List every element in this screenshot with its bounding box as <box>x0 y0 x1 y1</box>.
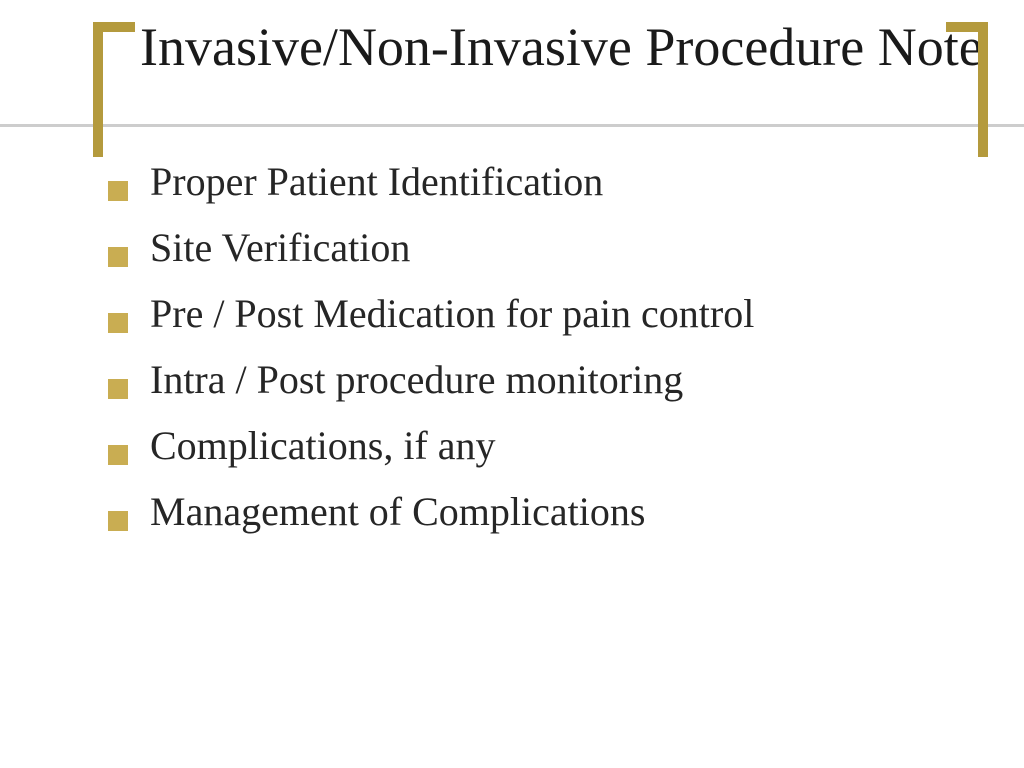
bullet-list: Proper Patient Identification Site Verif… <box>108 158 1024 536</box>
list-item-text: Site Verification <box>150 224 410 272</box>
slide-title: Invasive/Non-Invasive Procedure Note <box>140 18 1024 76</box>
square-bullet-icon <box>108 313 128 333</box>
list-item-text: Proper Patient Identification <box>150 158 603 206</box>
square-bullet-icon <box>108 511 128 531</box>
list-item: Site Verification <box>108 224 1024 272</box>
list-item-text: Intra / Post procedure monitoring <box>150 356 683 404</box>
list-item: Complications, if any <box>108 422 1024 470</box>
slide-body: Proper Patient Identification Site Verif… <box>0 110 1024 536</box>
list-item-text: Complications, if any <box>150 422 496 470</box>
square-bullet-icon <box>108 445 128 465</box>
list-item: Proper Patient Identification <box>108 158 1024 206</box>
square-bullet-icon <box>108 379 128 399</box>
horizontal-divider <box>0 124 1024 127</box>
list-item: Intra / Post procedure monitoring <box>108 356 1024 404</box>
square-bullet-icon <box>108 181 128 201</box>
list-item: Pre / Post Medication for pain control <box>108 290 1024 338</box>
square-bullet-icon <box>108 247 128 267</box>
list-item-text: Management of Complications <box>150 488 645 536</box>
list-item: Management of Complications <box>108 488 1024 536</box>
list-item-text: Pre / Post Medication for pain control <box>150 290 754 338</box>
slide-header: Invasive/Non-Invasive Procedure Note <box>0 0 1024 110</box>
